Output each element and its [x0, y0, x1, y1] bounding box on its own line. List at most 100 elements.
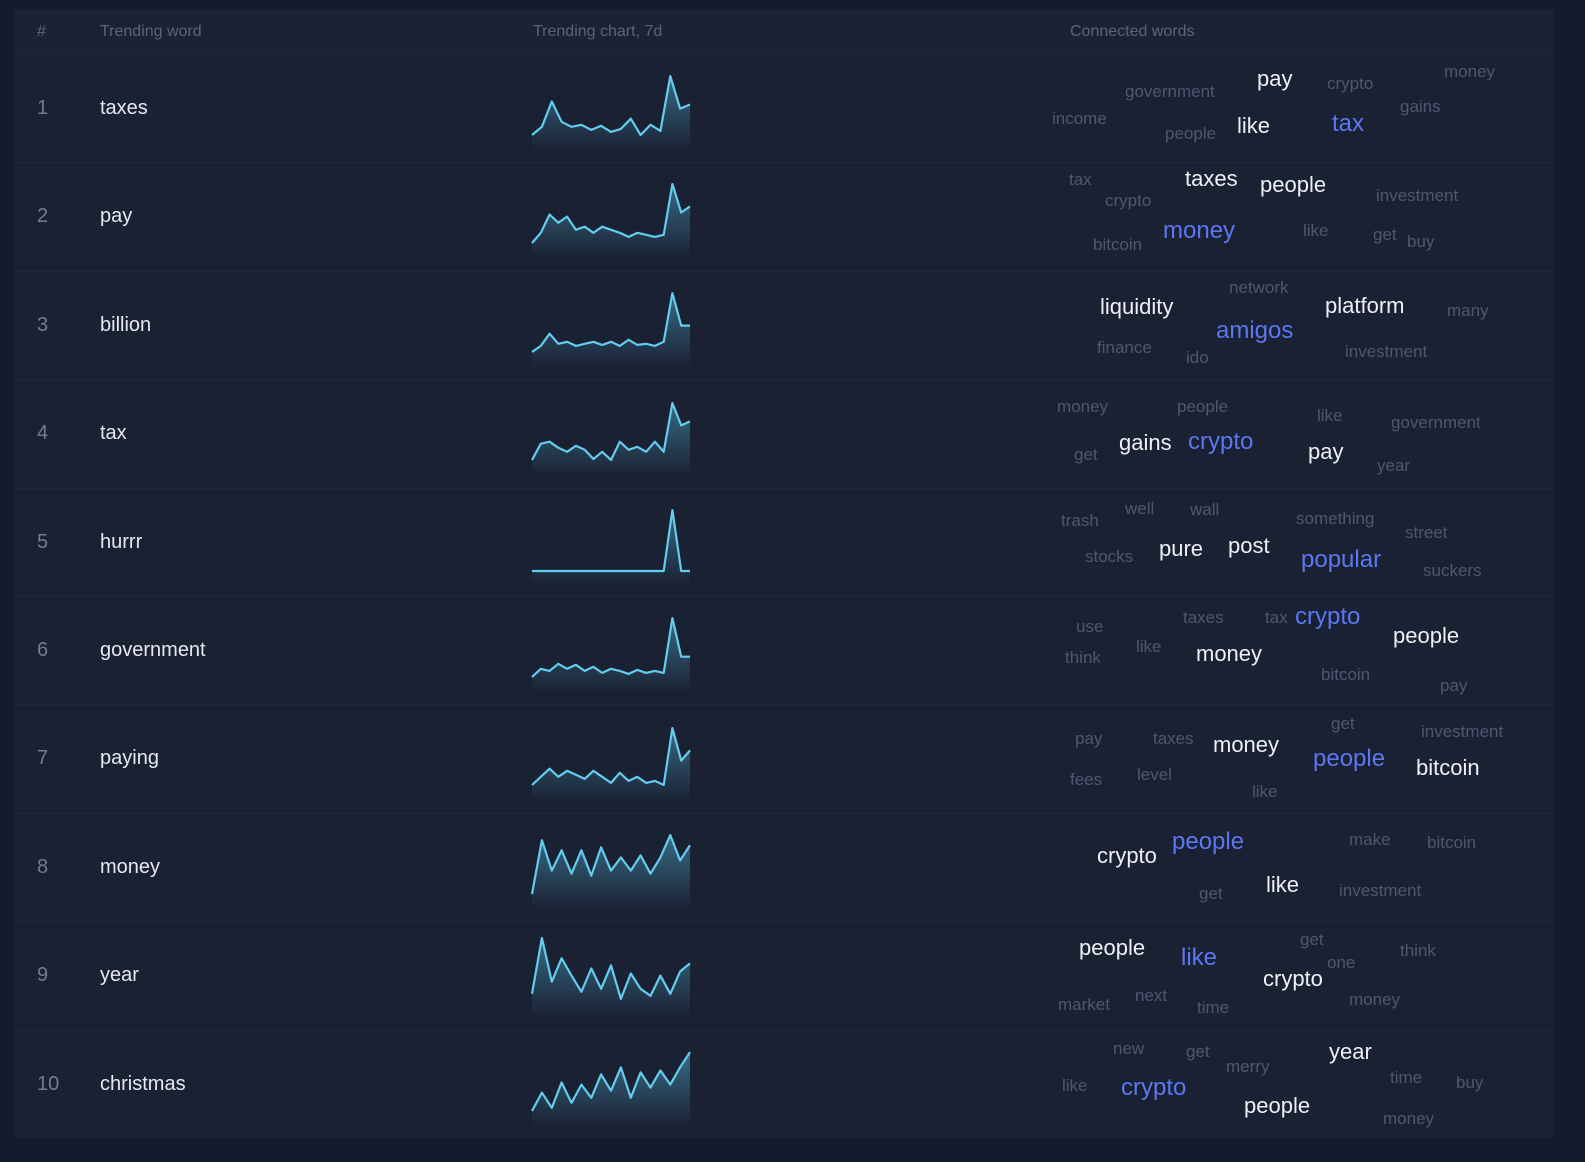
- table-row[interactable]: 1 taxes government pay crypto money income gai…: [15, 54, 1553, 162]
- connected-word[interactable]: make: [1349, 829, 1391, 849]
- connected-word[interactable]: money: [1383, 1108, 1435, 1128]
- connected-word[interactable]: many: [1447, 300, 1489, 320]
- connected-word[interactable]: taxes: [1153, 728, 1194, 748]
- connected-word[interactable]: crypto: [1121, 1073, 1187, 1101]
- connected-word[interactable]: like: [1317, 405, 1343, 425]
- connected-word[interactable]: get: [1300, 929, 1324, 949]
- connected-word[interactable]: people: [1260, 171, 1327, 197]
- connected-word[interactable]: income: [1052, 109, 1107, 128]
- connected-word[interactable]: gains: [1119, 429, 1172, 455]
- connected-word[interactable]: bitcoin: [1321, 665, 1371, 684]
- connected-word[interactable]: new: [1113, 1038, 1145, 1058]
- connected-word[interactable]: crypto: [1327, 74, 1374, 93]
- connected-word[interactable]: people: [1165, 124, 1217, 143]
- connected-word[interactable]: trash: [1061, 510, 1099, 530]
- connected-word[interactable]: liquidity: [1100, 293, 1174, 319]
- table-row[interactable]: 6 government use taxes tax crypto people like t…: [15, 596, 1553, 704]
- connected-word[interactable]: pay: [1440, 676, 1468, 695]
- table-row[interactable]: 4 tax money people like government get gains cr…: [15, 379, 1553, 487]
- connected-word[interactable]: market: [1058, 994, 1110, 1014]
- trending-word[interactable]: hurrr: [100, 530, 143, 553]
- connected-word[interactable]: amigos: [1216, 316, 1294, 344]
- connected-word[interactable]: buy: [1456, 1072, 1484, 1092]
- connected-word[interactable]: get: [1199, 883, 1223, 903]
- connected-word[interactable]: level: [1137, 764, 1172, 784]
- connected-word[interactable]: like: [1303, 220, 1329, 240]
- connected-word[interactable]: buy: [1407, 231, 1435, 251]
- connected-word[interactable]: pay: [1308, 438, 1344, 464]
- connected-word[interactable]: taxes: [1185, 165, 1238, 191]
- connected-word[interactable]: crypto: [1097, 842, 1157, 868]
- connected-word[interactable]: people: [1177, 396, 1229, 416]
- table-row[interactable]: 10 christmas new get merry year time buy like cr…: [15, 1029, 1553, 1138]
- connected-word[interactable]: like: [1266, 871, 1300, 897]
- connected-word[interactable]: think: [1065, 648, 1101, 667]
- connected-word[interactable]: people: [1079, 934, 1146, 960]
- connected-word[interactable]: money: [1213, 731, 1280, 757]
- connected-word[interactable]: like: [1237, 113, 1271, 138]
- connected-word[interactable]: like: [1252, 781, 1278, 801]
- table-row[interactable]: 7 paying pay taxes money get investment people…: [15, 704, 1553, 812]
- connected-word[interactable]: pay: [1257, 66, 1293, 91]
- connected-word[interactable]: merry: [1226, 1056, 1270, 1076]
- connected-word[interactable]: popular: [1301, 545, 1382, 573]
- header-trending-word[interactable]: Trending word: [100, 23, 202, 40]
- trending-word[interactable]: taxes: [100, 97, 148, 119]
- connected-word[interactable]: investment: [1421, 721, 1504, 741]
- connected-word[interactable]: ido: [1186, 347, 1209, 367]
- connected-word[interactable]: get: [1074, 444, 1098, 464]
- connected-word[interactable]: year: [1377, 455, 1411, 475]
- connected-word[interactable]: platform: [1325, 292, 1405, 318]
- connected-word[interactable]: tax: [1332, 110, 1365, 137]
- connected-word[interactable]: pure: [1159, 535, 1204, 561]
- connected-word[interactable]: next: [1135, 985, 1168, 1005]
- connected-word[interactable]: like: [1136, 637, 1162, 656]
- connected-word[interactable]: finance: [1097, 337, 1152, 357]
- connected-word[interactable]: think: [1400, 940, 1436, 960]
- connected-word[interactable]: use: [1076, 617, 1104, 636]
- connected-word[interactable]: one: [1327, 952, 1356, 972]
- connected-word[interactable]: money: [1444, 62, 1496, 81]
- connected-word[interactable]: bitcoin: [1416, 754, 1480, 780]
- trending-word[interactable]: year: [100, 964, 139, 987]
- connected-word[interactable]: get: [1373, 224, 1397, 244]
- connected-word[interactable]: money: [1349, 989, 1401, 1009]
- connected-word[interactable]: stocks: [1085, 546, 1134, 566]
- connected-word[interactable]: get: [1331, 713, 1355, 733]
- connected-word[interactable]: investment: [1339, 880, 1422, 900]
- connected-word[interactable]: something: [1296, 508, 1375, 528]
- connected-word[interactable]: tax: [1265, 608, 1288, 627]
- connected-word[interactable]: taxes: [1183, 608, 1224, 627]
- connected-word[interactable]: like: [1181, 943, 1218, 971]
- connected-word[interactable]: time: [1390, 1067, 1423, 1087]
- connected-word[interactable]: post: [1228, 532, 1270, 558]
- trending-word[interactable]: billion: [100, 313, 152, 336]
- connected-word[interactable]: people: [1172, 827, 1245, 855]
- table-row[interactable]: 3 billion network liquidity platform many ami…: [15, 270, 1553, 379]
- connected-word[interactable]: street: [1405, 522, 1448, 542]
- trending-word[interactable]: money: [100, 855, 161, 878]
- connected-word[interactable]: government: [1391, 412, 1481, 432]
- trending-word[interactable]: government: [100, 639, 206, 661]
- connected-word[interactable]: network: [1229, 277, 1289, 297]
- connected-word[interactable]: like: [1062, 1075, 1088, 1095]
- connected-word[interactable]: time: [1197, 997, 1230, 1017]
- trending-word[interactable]: christmas: [100, 1072, 186, 1095]
- connected-word[interactable]: government: [1125, 82, 1215, 101]
- connected-word[interactable]: money: [1057, 396, 1109, 416]
- connected-word[interactable]: well: [1125, 498, 1155, 518]
- trending-word[interactable]: paying: [100, 747, 159, 770]
- connected-word[interactable]: investment: [1345, 341, 1428, 361]
- connected-word[interactable]: people: [1244, 1092, 1311, 1118]
- connected-word[interactable]: people: [1313, 744, 1386, 772]
- table-row[interactable]: 2 pay tax taxes people crypto investment bitco…: [15, 162, 1553, 270]
- connected-word[interactable]: wall: [1190, 499, 1220, 519]
- connected-word[interactable]: pay: [1075, 728, 1103, 748]
- connected-word[interactable]: year: [1329, 1038, 1372, 1064]
- connected-word[interactable]: investment: [1376, 185, 1459, 205]
- connected-word[interactable]: money: [1196, 641, 1263, 666]
- connected-word[interactable]: tax: [1069, 169, 1092, 189]
- connected-word[interactable]: bitcoin: [1427, 832, 1477, 852]
- table-row[interactable]: 9 year people like get think one crypto market n…: [15, 921, 1553, 1029]
- trending-word[interactable]: tax: [100, 422, 127, 445]
